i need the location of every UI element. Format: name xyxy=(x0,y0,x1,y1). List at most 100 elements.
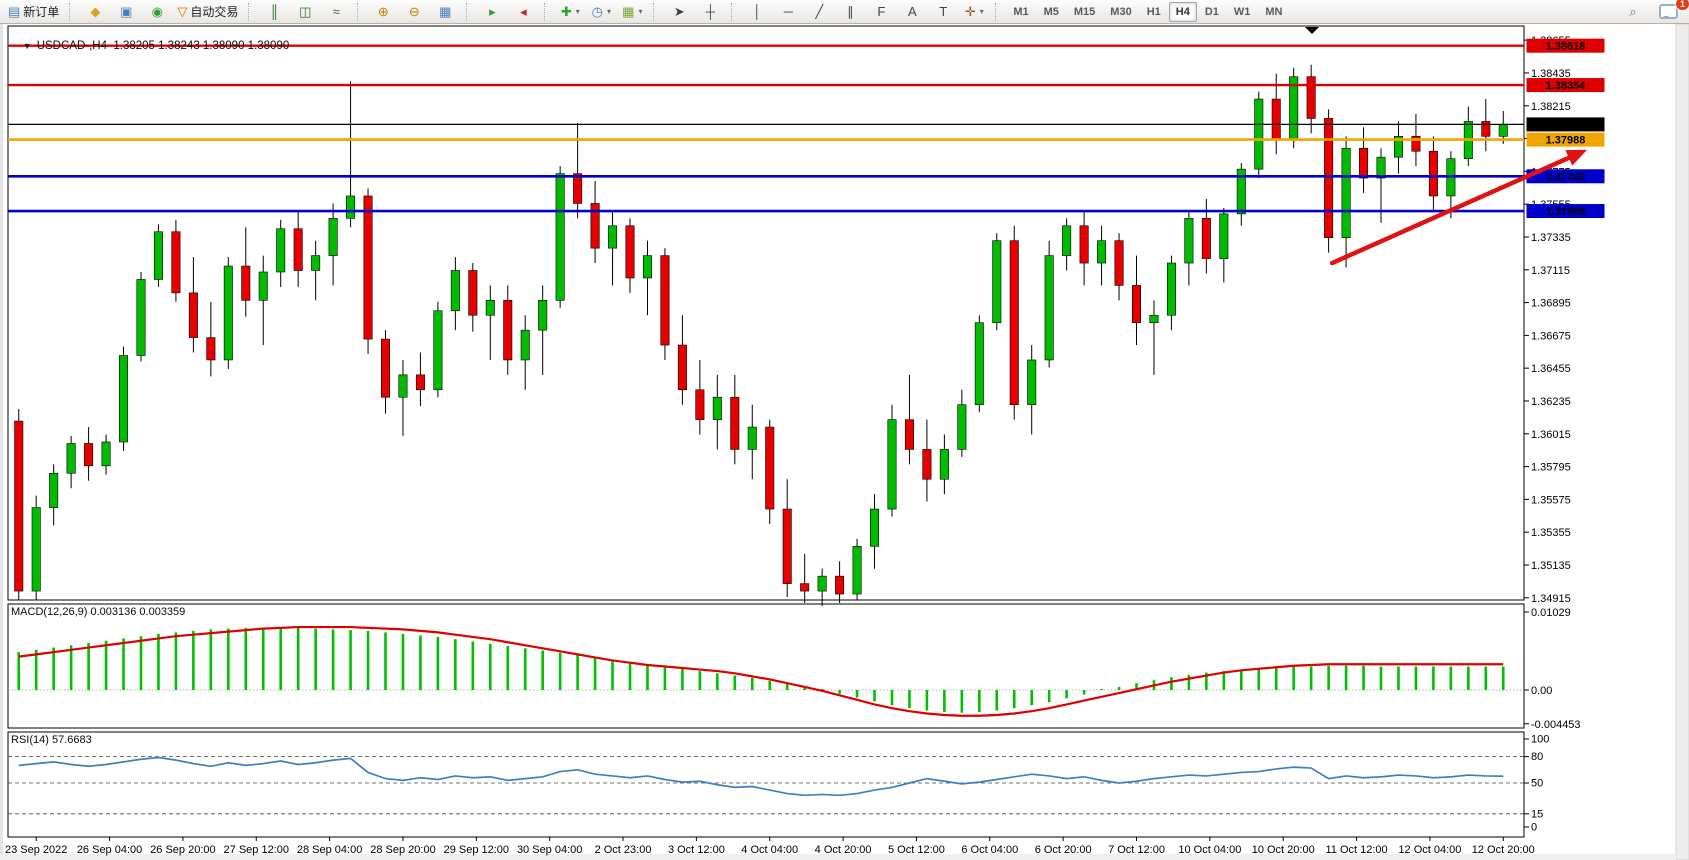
market-watch-button[interactable]: ◆ xyxy=(80,1,110,23)
arrows-tool-button[interactable]: ✛ ▾ xyxy=(959,1,989,23)
zoom-in-button[interactable]: ⊕ xyxy=(368,1,398,23)
tile-windows-button[interactable]: ▦ xyxy=(430,1,460,23)
candle-body xyxy=(625,225,635,279)
zoom-in-icon: ⊕ xyxy=(377,4,389,19)
right-scrollbar[interactable] xyxy=(1675,24,1689,860)
time-axis-label: 10 Oct 04:00 xyxy=(1178,844,1241,856)
time-axis-label: 12 Oct 04:00 xyxy=(1398,844,1461,856)
chart-shift-marker-icon[interactable] xyxy=(1305,27,1319,34)
notifications-button[interactable]: 1 xyxy=(1653,0,1689,23)
line-chart-mode-button[interactable]: ≈ xyxy=(321,1,351,23)
candle-body xyxy=(939,449,949,480)
candle-body xyxy=(974,322,984,405)
vertical-line-button[interactable]: │ xyxy=(742,1,772,23)
toolbar-separator xyxy=(466,2,473,21)
tf-m15-button[interactable]: M15 xyxy=(1073,5,1096,18)
tf-mn-button[interactable]: MN xyxy=(1265,5,1283,18)
candle-body xyxy=(1428,150,1438,197)
search-button[interactable]: ⌕ xyxy=(1618,1,1648,23)
tile-windows-icon: ▦ xyxy=(439,4,452,19)
price-axis-tick: 1.38215 xyxy=(1531,101,1571,113)
macd-panel[interactable] xyxy=(7,603,1525,729)
equidistant-channel-icon: ∥ xyxy=(847,4,854,19)
cursor-button[interactable]: ➤ xyxy=(664,1,694,23)
rsi-axis-tick: 15 xyxy=(1531,808,1543,820)
price-axis-tick: 1.36675 xyxy=(1531,330,1571,342)
auto-trading-button[interactable]: ▽ 自动交易 xyxy=(173,1,242,23)
chart-window[interactable]: 1.386551.384351.382151.379951.377751.375… xyxy=(0,24,1689,860)
price-badge-text: 1.38354 xyxy=(1546,80,1587,92)
price-axis-tick: 1.36895 xyxy=(1531,298,1571,310)
new-order-button[interactable]: ▤ 新订单 xyxy=(4,1,63,23)
candlestick-mode-button[interactable]: ◫ xyxy=(290,1,320,23)
macd-axis-tick: -0.004453 xyxy=(1531,719,1581,731)
new-order-icon: ▤ xyxy=(8,4,21,19)
trend-arrow-line[interactable] xyxy=(1329,155,1572,266)
candle-body xyxy=(1306,76,1316,119)
signals-button[interactable]: ◉ xyxy=(142,1,172,23)
candle-body xyxy=(1062,225,1072,256)
macd-indicator-label: MACD(12,26,9) 0.003136 0.003359 xyxy=(11,606,186,618)
indicators-dropdown-icon[interactable]: ▾ xyxy=(575,7,580,16)
candle-body xyxy=(1097,240,1107,264)
text-label-button[interactable]: T xyxy=(928,1,958,23)
tf-m30-button[interactable]: M30 xyxy=(1110,5,1132,18)
candle-body xyxy=(171,231,181,294)
candle-body xyxy=(415,374,425,391)
toolbar-separator xyxy=(653,2,660,21)
chat-bubble-icon xyxy=(1658,4,1678,19)
periods-dropdown-icon[interactable]: ▾ xyxy=(606,7,611,16)
rsi-axis-tick: 50 xyxy=(1531,778,1543,790)
chart-canvas[interactable]: 1.386551.384351.382151.379951.377751.375… xyxy=(0,24,1689,860)
tf-m5-button[interactable]: M5 xyxy=(1043,5,1059,18)
crosshair-button[interactable]: ┼ xyxy=(695,1,725,23)
time-axis-label: 6 Oct 04:00 xyxy=(961,844,1018,856)
candle-body xyxy=(450,270,460,312)
line-chart-mode-icon: ≈ xyxy=(332,4,340,19)
candle-body xyxy=(188,292,198,338)
auto-scroll-button[interactable]: ▸ xyxy=(477,1,507,23)
equidistant-channel-button[interactable]: ∥ xyxy=(835,1,865,23)
candle-body xyxy=(870,508,880,547)
chart-shift-button[interactable]: ◂ xyxy=(508,1,538,23)
zoom-out-button[interactable]: ⊖ xyxy=(399,1,429,23)
toolbar-separator xyxy=(69,2,76,21)
candle-body xyxy=(206,337,216,361)
candle-body xyxy=(398,374,408,398)
cursor-icon: ➤ xyxy=(673,4,685,19)
tf-w1-button[interactable]: W1 xyxy=(1233,5,1251,18)
rsi-axis-tick: 100 xyxy=(1531,734,1549,746)
price-badge-text: 1.37509 xyxy=(1546,206,1586,218)
candle-body xyxy=(1114,240,1124,286)
fibonacci-button[interactable]: F xyxy=(866,1,896,23)
candle-body xyxy=(1201,218,1211,259)
text-button[interactable]: A xyxy=(897,1,927,23)
periods-button[interactable]: ◷ ▾ xyxy=(586,1,616,23)
trendline-button[interactable]: ╱ xyxy=(804,1,834,23)
candle-body xyxy=(608,225,618,249)
symbol-dropdown-icon[interactable]: ▼ xyxy=(22,41,32,51)
candle-body xyxy=(84,443,94,467)
time-axis-label: 28 Sep 04:00 xyxy=(297,844,362,856)
indicators-button[interactable]: ✚ ▾ xyxy=(555,1,585,23)
trend-arrow-head[interactable] xyxy=(1565,149,1588,166)
price-badge xyxy=(1526,169,1605,184)
horizontal-line-button[interactable]: ─ xyxy=(773,1,803,23)
tf-d1-button[interactable]: D1 xyxy=(1204,5,1219,18)
candle-body xyxy=(887,419,897,510)
price-axis-tick: 1.35355 xyxy=(1531,527,1571,539)
templates-dropdown-icon[interactable]: ▾ xyxy=(638,7,643,16)
templates-button[interactable]: ▦ ▾ xyxy=(617,1,647,23)
candle-body xyxy=(1132,285,1142,323)
navigator-button[interactable]: ▣ xyxy=(111,1,141,23)
rsi-axis-tick: 80 xyxy=(1531,751,1543,763)
candle-body xyxy=(765,426,775,510)
signals-icon: ◉ xyxy=(151,4,163,19)
tf-m1-button[interactable]: M1 xyxy=(1013,5,1029,18)
rsi-panel[interactable] xyxy=(7,731,1525,838)
candle-body xyxy=(241,265,251,301)
tf-h4-button[interactable]: H4 xyxy=(1168,1,1197,22)
bar-chart-mode-button[interactable]: ║ xyxy=(259,1,289,23)
arrows-tool-dropdown-icon[interactable]: ▾ xyxy=(979,7,984,16)
tf-h1-button[interactable]: H1 xyxy=(1146,5,1161,18)
